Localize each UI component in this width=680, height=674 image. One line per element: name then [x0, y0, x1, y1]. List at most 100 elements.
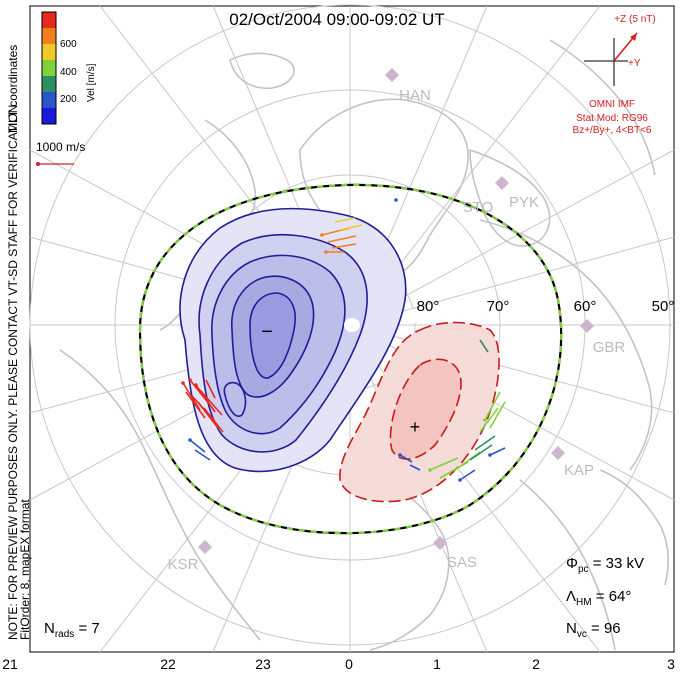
- potential-minimum-marker: −: [261, 321, 273, 343]
- pole-gap: [344, 318, 360, 332]
- station-label-kap: KAP: [564, 462, 594, 479]
- vector: [334, 217, 356, 223]
- imf-source-label: OMNI IMF: [589, 99, 635, 110]
- mlt-tick-3: 3: [667, 656, 675, 672]
- mlt-tick-21: 21: [2, 656, 18, 672]
- mlt-tick-22: 22: [160, 656, 176, 672]
- coastline-northeast: [549, 39, 656, 176]
- fit-statistics: Φpc = 33 kV ΛHM = 64° Nvc = 96 Nrads = 7: [44, 555, 644, 640]
- vectors-blue: [189, 439, 506, 481]
- negative-potential-cell: −: [179, 207, 407, 473]
- vector: [199, 389, 223, 416]
- station-icon: [551, 446, 565, 460]
- model-label-line2: Bz+/By+, 4<BT<6: [573, 125, 652, 136]
- colorbar-swatch: [42, 108, 56, 124]
- vector: [194, 449, 211, 461]
- imf-vector-arrowhead: [630, 33, 637, 41]
- colorbar-title: Vel [m/s]: [86, 63, 97, 102]
- coordinate-system-label: MLT coordinates: [6, 45, 20, 133]
- latitude-label-70: 70°: [487, 298, 510, 315]
- station-label-pyk: PYK: [509, 194, 539, 211]
- vectors-dawn-green: [429, 391, 506, 479]
- vector-dot: [181, 381, 185, 385]
- vector: [203, 407, 224, 433]
- vector: [195, 384, 216, 413]
- vector-dot: [194, 383, 198, 387]
- coastline-east-siberia: [519, 479, 616, 651]
- colorbar-tick-600: 600: [60, 39, 77, 50]
- station-label-ksr: KSR: [168, 556, 199, 573]
- vector-count: Nvc = 96: [566, 620, 621, 640]
- vector: [399, 454, 413, 463]
- vector-dot: [324, 250, 328, 254]
- vector-dot: [428, 468, 432, 472]
- model-label-line1: Stat Mod: RG96: [576, 113, 648, 124]
- positive-fill-inner: [389, 358, 462, 460]
- colorbar-frame: [41, 11, 57, 125]
- colorbar-swatch: [42, 92, 56, 108]
- colorbar-swatch: [42, 44, 56, 60]
- vector-dot: [188, 438, 192, 442]
- colorbar-swatch: [42, 60, 56, 76]
- colorbar-swatch: [42, 76, 56, 92]
- vector: [474, 435, 496, 451]
- coastline-siberia: [479, 219, 653, 471]
- vector: [327, 235, 357, 243]
- vector: [454, 451, 481, 471]
- scale-vector-label: 1000 m/s: [36, 140, 85, 154]
- vector: [205, 379, 216, 399]
- vector: [331, 243, 357, 249]
- negative-small-contour: [223, 381, 247, 417]
- velocity-vectors: [182, 217, 506, 481]
- map-title: 02/Oct/2004 09:00-09:02 UT: [229, 10, 444, 29]
- vector: [339, 224, 363, 231]
- station-label-gbr: GBR: [593, 339, 626, 356]
- vectors-dawn-teal: [469, 339, 496, 461]
- vector: [484, 391, 501, 421]
- vector-dot: [458, 478, 462, 482]
- coastline-north-america-west: [59, 349, 261, 641]
- vector: [479, 339, 489, 353]
- vector: [459, 469, 476, 481]
- vector: [189, 439, 206, 453]
- fit-order-note: FitOrder: 8, mapEX format: [18, 499, 32, 640]
- hm-boundary-green-dash: [138, 183, 563, 535]
- mlt-tick-1: 1: [433, 656, 441, 672]
- polar-cap-potential: Φpc = 33 kV: [566, 555, 644, 575]
- colorbar-swatch: [42, 12, 56, 28]
- colorbar-tick-200: 200: [60, 94, 77, 105]
- potential-maximum-marker: +: [410, 417, 421, 437]
- coastline-southeast: [599, 469, 670, 586]
- imf-y-label: +Y: [628, 58, 641, 69]
- imf-z-label: +Z (5 nT): [614, 14, 655, 25]
- coastline-iceland: [229, 52, 295, 89]
- imf-indicator: +Z (5 nT) +Y OMNI IMF Stat Mod: RG96 Bz+…: [573, 14, 656, 136]
- vector-dot: [188, 378, 192, 382]
- vector: [469, 444, 493, 461]
- station-icon: [495, 176, 509, 190]
- vector: [197, 401, 219, 429]
- vectors-noon-yellow: [334, 217, 363, 231]
- mlt-tick-0: 0: [345, 656, 353, 672]
- station-label-han: HAN: [399, 87, 431, 104]
- station-icon: [198, 540, 212, 554]
- latitude-labels: 80° 70° 60° 50°: [417, 298, 675, 315]
- station-icon: [433, 536, 447, 550]
- vector-dot: [320, 233, 324, 237]
- station-icon: [385, 68, 399, 82]
- negative-fill-5: [249, 292, 296, 379]
- gap-region: [404, 309, 422, 323]
- station-label-sas: SAS: [447, 554, 477, 571]
- vector: [489, 401, 506, 429]
- station-labels: HAN STO PYK GBR KAP SAS KSR: [168, 87, 626, 573]
- mlt-tick-2: 2: [532, 656, 540, 672]
- vector-dot: [483, 418, 487, 422]
- vector-dot: [394, 198, 398, 202]
- vector-origin-dots: [181, 198, 492, 482]
- vector: [185, 391, 206, 419]
- mlt-tick-23: 23: [255, 656, 271, 672]
- scale-vector-dot: [36, 162, 40, 166]
- radar-count: Nrads = 7: [44, 620, 100, 640]
- hm-boundary: [138, 183, 563, 535]
